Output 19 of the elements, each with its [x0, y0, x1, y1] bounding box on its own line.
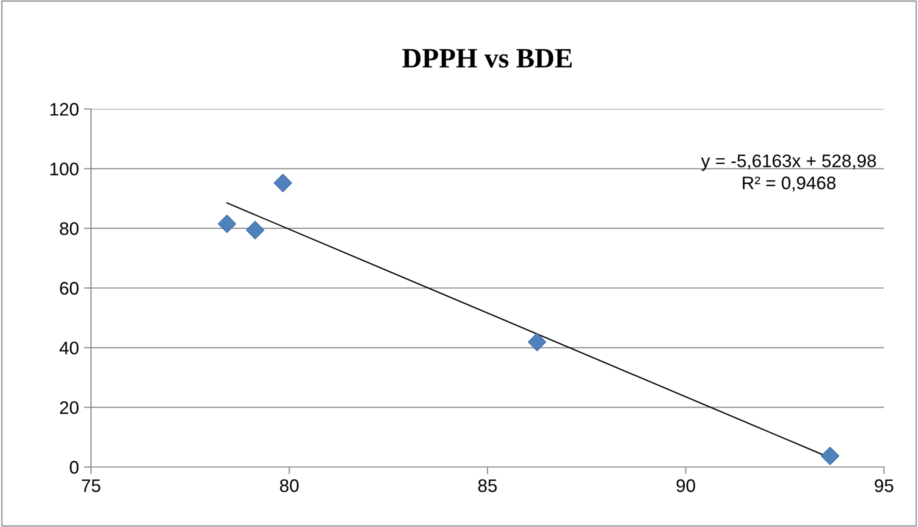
y-tick-label: 120 — [50, 102, 78, 116]
point — [246, 220, 264, 240]
point — [528, 332, 546, 352]
y-tick-label: 20 — [60, 401, 78, 414]
y-tick-label: 100 — [50, 162, 78, 176]
point — [274, 174, 292, 192]
point — [218, 214, 236, 234]
y-tick-label: 80 — [60, 222, 78, 236]
point — [820, 446, 840, 466]
y-tick-label: 40 — [60, 342, 78, 354]
x-tick-label: 80 — [280, 479, 299, 492]
chart-title: DPPH vs BDE — [402, 49, 572, 68]
x-tick-label: 75 — [82, 479, 100, 492]
y-tick-label: 60 — [60, 282, 78, 295]
annotation: y = -5,6163x + 528,98 R² = 0,9468 — [701, 154, 876, 192]
y-tick-label: 0 — [70, 460, 78, 474]
x-tick-label: 85 — [478, 479, 497, 492]
x-tick-label: 95 — [874, 479, 894, 492]
x-tick-label: 90 — [676, 479, 696, 492]
